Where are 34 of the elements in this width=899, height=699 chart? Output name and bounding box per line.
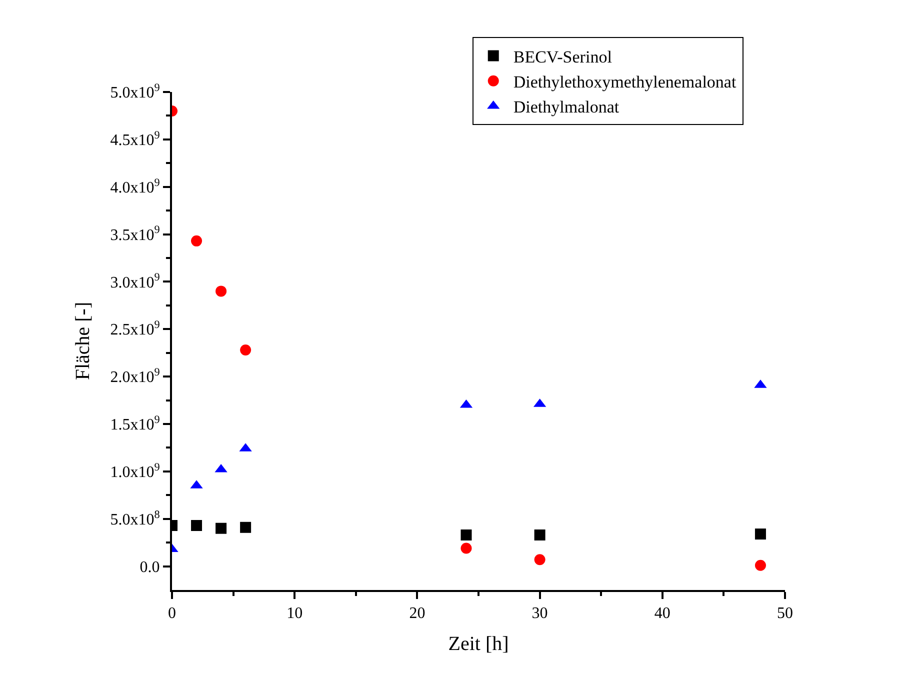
legend-label: Diethylethoxymethylenemalonat (513, 72, 736, 92)
x-tick-label: 40 (654, 605, 670, 622)
y-tick-label: 0.0 (140, 558, 160, 576)
y-tick-label: 2.5x10$^{9}$ (110, 319, 160, 339)
x-tick-label: 0 (168, 605, 176, 622)
x-tick-label: 50 (777, 605, 793, 622)
x-tick-label: 20 (409, 605, 426, 622)
point (534, 554, 546, 566)
point (191, 235, 202, 246)
point (460, 542, 472, 554)
point (240, 344, 252, 356)
y-tick-label: 4.5x10$^{9}$ (110, 129, 160, 150)
y-tick-label: 2.0x10$^{9}$ (110, 366, 160, 386)
point (216, 286, 227, 297)
y-tick-label: 5.0x10$^{8}$ (110, 508, 160, 528)
x-axis-title: Zeit [h] (448, 633, 509, 656)
legend-label: BECV-Serinol (513, 47, 612, 66)
point (216, 522, 227, 534)
point (191, 520, 202, 531)
y-tick-label: 3.0x10$^{9}$ (110, 272, 160, 292)
point (534, 529, 546, 540)
y-tick-label: 3.5x10$^{9}$ (110, 224, 160, 244)
y-tick-label: 1.5x10$^{9}$ (110, 414, 160, 434)
point (754, 528, 766, 540)
y-axis-title: Fläche [-] (72, 302, 94, 380)
y-tick-label: 4.0x10$^{9}$ (110, 176, 160, 196)
y-tick-label: 5.0x10$^{9}$ (110, 82, 160, 102)
x-tick-label: 10 (286, 605, 303, 622)
point (240, 522, 252, 533)
x-tick-label: 30 (532, 605, 548, 622)
point (754, 560, 766, 571)
y-tick-label: 1.0x10$^{9}$ (110, 461, 160, 482)
legend-label: Diethylmalonat (513, 98, 620, 117)
point (460, 529, 472, 540)
